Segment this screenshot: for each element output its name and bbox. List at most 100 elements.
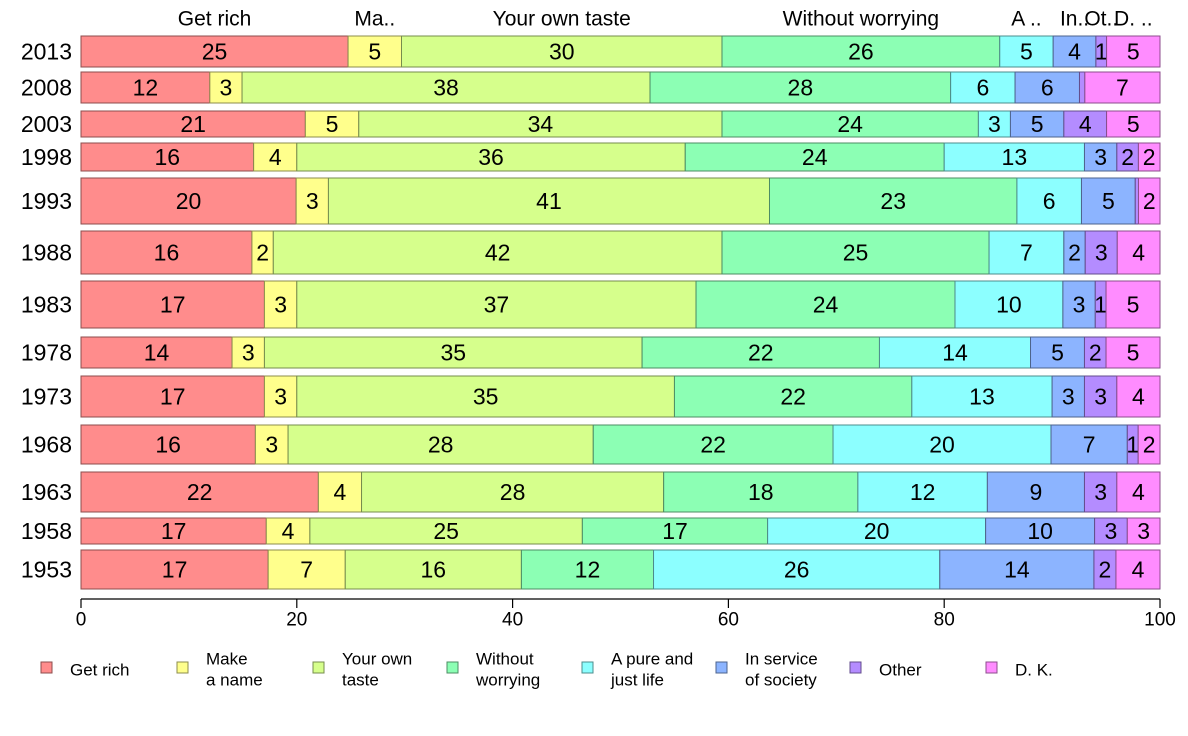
legend-swatch — [849, 661, 862, 674]
data-label: 5 — [326, 111, 339, 137]
bar-segment — [1115, 549, 1161, 590]
data-label: 4 — [1068, 39, 1081, 65]
bar-segment — [80, 110, 306, 138]
data-label: 3 — [274, 384, 287, 410]
bar-segment — [1080, 177, 1136, 225]
data-label: 24 — [813, 292, 839, 318]
legend-label: Make a name — [206, 650, 263, 690]
data-label: 22 — [748, 340, 774, 366]
bar-segment — [1105, 280, 1161, 329]
data-label: 5 — [1127, 340, 1140, 366]
data-label: 2 — [1143, 432, 1156, 458]
top-series-label: In.. — [1060, 8, 1089, 31]
data-label: 2 — [1121, 144, 1134, 170]
data-label: 5 — [1127, 39, 1140, 65]
data-label: 17 — [161, 518, 187, 544]
x-tick-label: 60 — [718, 610, 739, 631]
bar-segment — [80, 375, 265, 418]
top-series-label: Get rich — [178, 8, 252, 31]
data-label: 3 — [1094, 144, 1107, 170]
bar-segment — [304, 110, 360, 138]
category-label: 1978 — [21, 340, 72, 366]
bar-segment — [721, 230, 990, 275]
data-label: 4 — [1132, 240, 1145, 266]
data-label: 13 — [1002, 144, 1028, 170]
bar-segment — [80, 424, 256, 465]
bar-segment — [1016, 177, 1082, 225]
data-label: 4 — [1132, 557, 1145, 583]
data-label: 6 — [1043, 188, 1056, 214]
bar-segment — [80, 336, 233, 369]
bar-segment — [767, 517, 987, 545]
data-label: 17 — [162, 557, 188, 583]
bar-segment — [80, 177, 297, 225]
x-tick-label: 0 — [76, 610, 87, 631]
category-label: 1988 — [21, 240, 72, 266]
bar-segment — [1137, 142, 1161, 172]
data-label: 23 — [880, 188, 906, 214]
data-label: 10 — [1027, 518, 1053, 544]
data-label: 34 — [528, 111, 554, 137]
bar-segment — [317, 471, 363, 513]
legend-label: Without worrying — [475, 650, 540, 690]
bar-segment — [1116, 230, 1161, 275]
data-label: 21 — [180, 111, 206, 137]
legend: Get rich Make a name Your own taste Without wo… — [40, 650, 1053, 690]
data-label: 3 — [1094, 384, 1107, 410]
data-label: 4 — [1132, 384, 1145, 410]
bar-segment — [939, 549, 1095, 590]
legend-label: In service of society — [745, 650, 818, 690]
data-label: 1 — [1095, 39, 1108, 65]
data-label: 7 — [300, 557, 313, 583]
data-label: 4 — [1079, 111, 1092, 137]
data-label: 2 — [1143, 144, 1156, 170]
bar-segment — [1137, 177, 1161, 225]
data-label: 25 — [202, 39, 228, 65]
top-series-labels: Get rich Ma.. Your own taste Without worryi… — [178, 8, 1153, 31]
data-label: 28 — [500, 479, 526, 505]
data-label: 12 — [910, 479, 936, 505]
data-label: 14 — [1004, 557, 1030, 583]
data-label: 3 — [220, 75, 233, 101]
data-label: 3 — [242, 340, 255, 366]
data-label: 5 — [1127, 292, 1140, 318]
x-tick-label: 40 — [502, 610, 523, 631]
data-label: 2 — [256, 240, 269, 266]
data-label: 3 — [988, 111, 1001, 137]
data-label: 12 — [575, 557, 601, 583]
category-label: 1998 — [21, 144, 72, 170]
data-label: 14 — [942, 340, 968, 366]
data-label: 37 — [484, 292, 510, 318]
bar-segment — [977, 110, 1011, 138]
bar-segment — [1137, 424, 1161, 465]
bar-segment — [988, 230, 1065, 275]
data-label: 20 — [864, 518, 890, 544]
data-label: 3 — [306, 188, 319, 214]
data-label: 2 — [1089, 340, 1102, 366]
data-label: 26 — [784, 557, 810, 583]
bar-segment — [1083, 142, 1118, 172]
bar-segment — [253, 142, 298, 172]
bar-segment — [1116, 471, 1161, 513]
bar-segment — [265, 517, 311, 545]
bar-segment — [857, 471, 988, 513]
data-label: 3 — [274, 292, 287, 318]
category-label: 1968 — [21, 432, 72, 458]
data-label: 22 — [700, 432, 726, 458]
data-label: 16 — [154, 240, 180, 266]
bar-segment — [1084, 71, 1161, 104]
bar-segment — [1126, 517, 1161, 545]
bar-segment — [1052, 35, 1097, 68]
bar-segment — [1083, 471, 1118, 513]
bar-segment — [663, 471, 859, 513]
data-label: 17 — [160, 384, 186, 410]
data-label: 2 — [1068, 240, 1081, 266]
bar-segment — [80, 471, 319, 513]
bar-segment — [768, 177, 1018, 225]
category-label: 1983 — [21, 292, 72, 318]
data-label: 7 — [1020, 240, 1033, 266]
bar-segment — [911, 375, 1053, 418]
bar-segment — [263, 280, 298, 329]
bar-segment — [649, 71, 952, 104]
category-label: 1963 — [21, 479, 72, 505]
